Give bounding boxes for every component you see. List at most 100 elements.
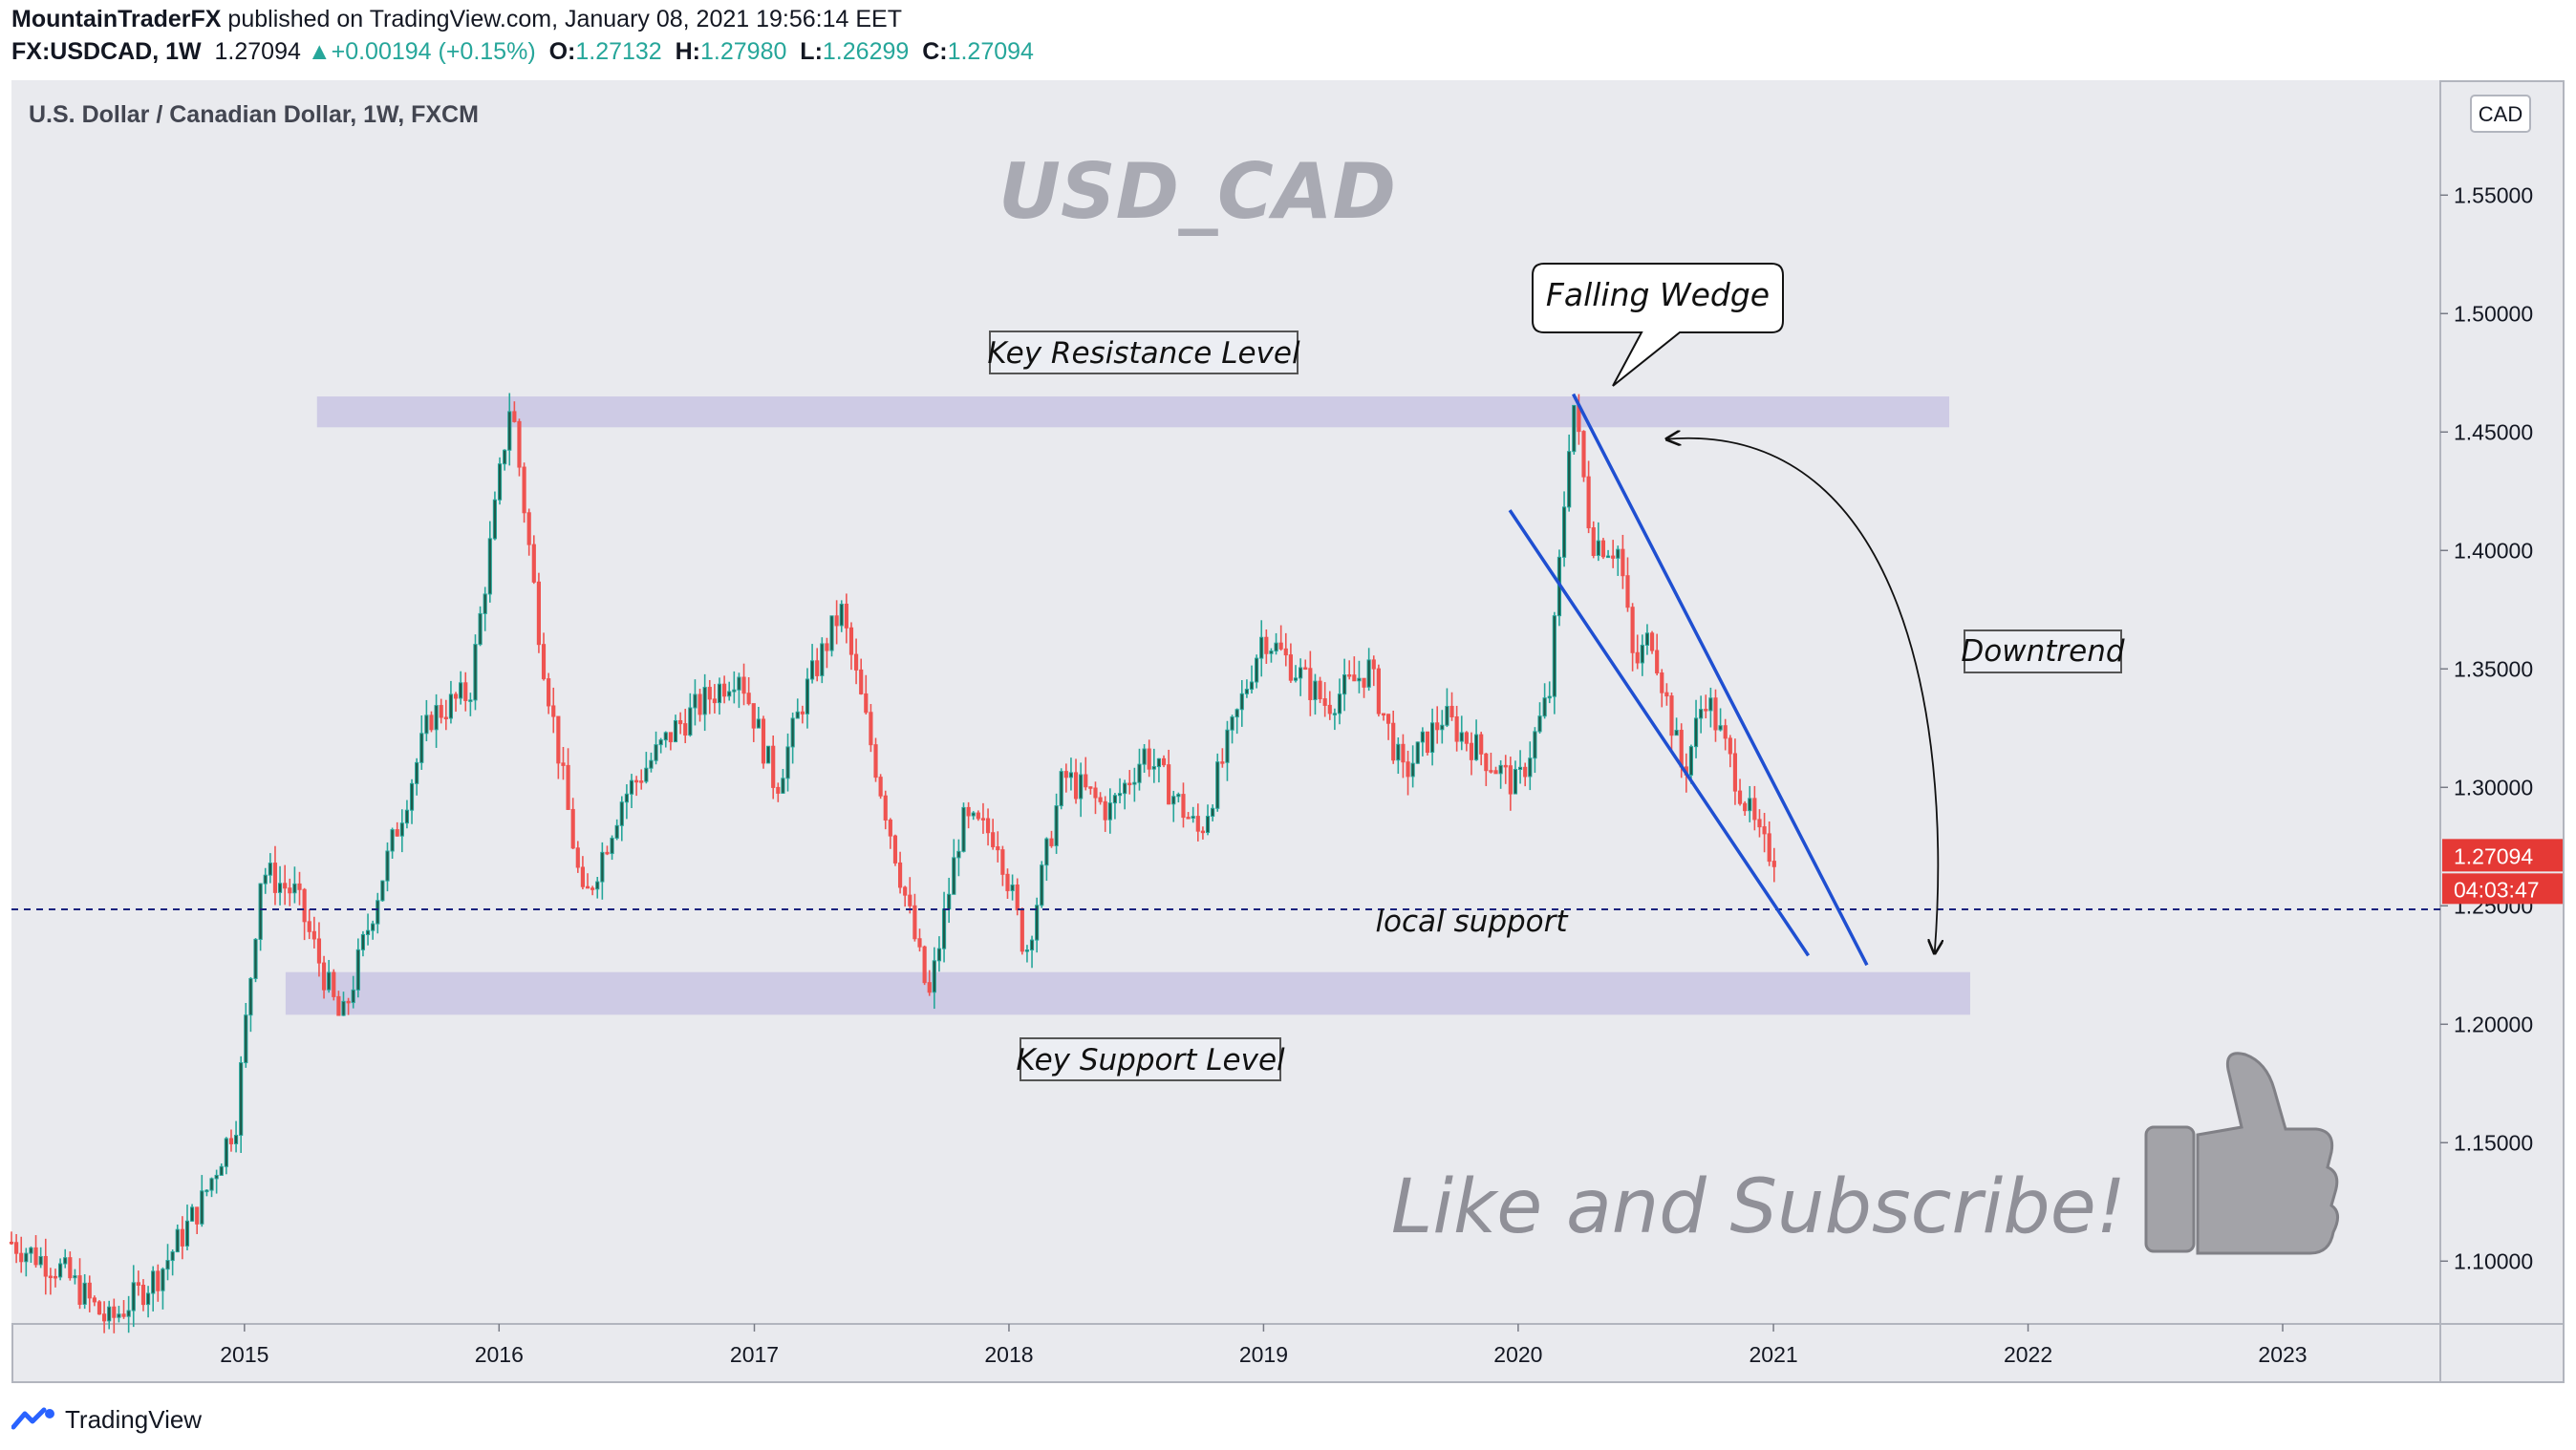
candle xyxy=(1171,790,1176,822)
candle xyxy=(102,1301,107,1333)
candle xyxy=(917,928,922,952)
candle xyxy=(1244,679,1249,698)
candle xyxy=(1396,737,1401,775)
candle xyxy=(239,1056,244,1154)
candle xyxy=(629,774,634,808)
candle xyxy=(156,1264,161,1302)
candle xyxy=(131,1265,136,1328)
candle xyxy=(200,1175,204,1227)
candle xyxy=(1107,788,1112,834)
candle xyxy=(321,955,327,999)
candle xyxy=(702,673,707,732)
candle xyxy=(1386,714,1391,740)
candle xyxy=(419,714,424,770)
candle xyxy=(1420,727,1425,757)
candle xyxy=(1591,521,1596,559)
author-name[interactable]: MountainTraderFX xyxy=(11,6,222,32)
candle xyxy=(82,1273,87,1310)
candle xyxy=(395,821,399,837)
candle xyxy=(43,1238,48,1295)
candle xyxy=(1616,545,1621,576)
candle xyxy=(497,457,503,505)
candle xyxy=(1474,719,1479,761)
candle xyxy=(1161,755,1167,768)
wedge-callout[interactable]: Falling Wedge xyxy=(1532,263,1784,387)
candle xyxy=(351,975,355,1009)
support-zone[interactable] xyxy=(285,971,1970,1015)
candle xyxy=(434,693,439,748)
plot-area[interactable] xyxy=(11,80,2440,1324)
downtrend-arrow[interactable] xyxy=(1666,438,1938,953)
candle xyxy=(605,845,610,856)
candle xyxy=(551,687,556,734)
candle xyxy=(541,632,547,681)
candle xyxy=(228,1129,234,1152)
candle xyxy=(1259,620,1264,677)
candle xyxy=(439,698,443,724)
candle xyxy=(277,865,283,906)
candle xyxy=(1278,625,1283,651)
candle xyxy=(1220,748,1225,768)
candle xyxy=(936,936,942,972)
price-axis[interactable]: 1.55000 1.50000 1.45000 1.40000 1.35000 1.300… xyxy=(2440,182,2533,1273)
candle xyxy=(517,418,522,477)
currency-badge[interactable]: CAD xyxy=(2470,95,2531,133)
candle xyxy=(376,892,380,934)
candle xyxy=(195,1206,200,1234)
candle xyxy=(507,393,512,466)
downtrend-label-box[interactable]: Downtrend xyxy=(1961,629,2125,673)
candle xyxy=(580,856,585,890)
candle xyxy=(932,947,936,1010)
y-tick-label: 1.55000 xyxy=(2454,182,2533,207)
y-tick-label: 1.35000 xyxy=(2454,656,2533,681)
resistance-label-box[interactable]: Key Resistance Level xyxy=(987,331,1300,374)
tradingview-logo-icon[interactable] xyxy=(11,1406,57,1433)
candle xyxy=(1156,757,1162,783)
candle xyxy=(996,831,1000,863)
candle xyxy=(722,675,727,704)
candle xyxy=(1332,708,1337,731)
support-label-box[interactable]: Key Support Level xyxy=(1016,1037,1285,1081)
local-support-label: local support xyxy=(1375,905,1569,939)
candle xyxy=(848,622,854,671)
candle xyxy=(1454,705,1459,752)
candle xyxy=(1552,611,1556,714)
candle xyxy=(180,1216,184,1260)
candle xyxy=(927,970,932,996)
candle xyxy=(292,866,297,904)
candle xyxy=(1239,680,1244,727)
candle xyxy=(980,802,986,834)
candle xyxy=(1572,404,1577,456)
candle xyxy=(976,810,980,821)
candle xyxy=(663,731,668,748)
candle xyxy=(771,736,776,800)
candle xyxy=(478,606,483,647)
candle xyxy=(224,1137,228,1175)
time-axis[interactable]: 2015 2016 2017 2018 2019 2020 2021 2022 2023 xyxy=(220,1324,2308,1367)
candle xyxy=(1035,897,1040,953)
candle xyxy=(1176,792,1181,803)
footer-brand[interactable]: TradingView xyxy=(65,1404,203,1434)
candle xyxy=(908,877,912,914)
candle xyxy=(380,880,385,902)
candle xyxy=(1498,759,1503,789)
candle xyxy=(1376,664,1381,717)
overlay-layer xyxy=(11,393,2440,967)
candle xyxy=(140,1279,146,1311)
chart-title: U.S. Dollar / Canadian Dollar, 1W, FXCM xyxy=(29,101,479,128)
candle xyxy=(1318,676,1322,704)
candle xyxy=(1600,538,1606,560)
candle xyxy=(522,462,526,523)
y-tick-label: 1.15000 xyxy=(2454,1130,2533,1155)
resistance-zone[interactable] xyxy=(316,396,1950,428)
candle xyxy=(248,976,253,1033)
candle xyxy=(888,818,892,849)
candle xyxy=(336,991,341,1016)
candle xyxy=(1137,748,1142,791)
symbol-label: FX:USDCAD, 1W xyxy=(11,38,202,65)
candle xyxy=(453,692,459,713)
candle xyxy=(810,644,815,684)
candle xyxy=(1435,706,1440,744)
candle xyxy=(1357,660,1362,693)
